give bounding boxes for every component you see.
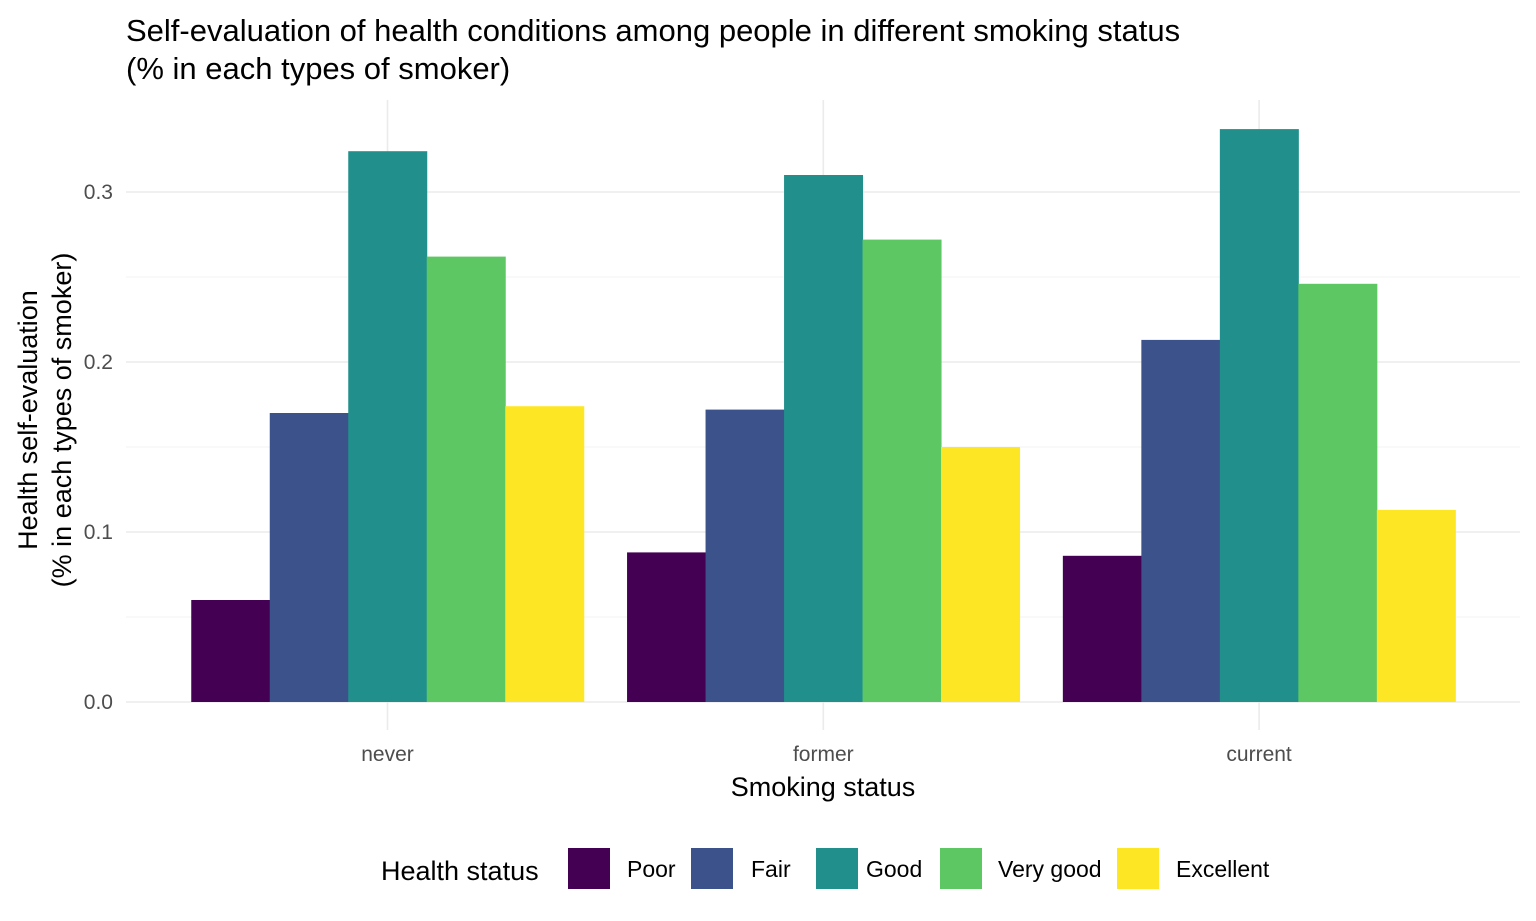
x-tick-label: never bbox=[361, 743, 414, 766]
y-axis-title-line2: (% in each types of smoker) bbox=[47, 253, 77, 588]
legend: Health status Poor Fair Good Very good Excel… bbox=[381, 848, 1270, 889]
y-axis-title-line1: Health self-evaluation bbox=[13, 290, 43, 550]
y-axis-title: Health self-evaluation (% in each types … bbox=[13, 253, 77, 588]
legend-title: Health status bbox=[381, 856, 539, 886]
y-tick-label: 0.0 bbox=[84, 691, 113, 714]
legend-key bbox=[816, 848, 858, 889]
bars bbox=[191, 129, 1456, 703]
legend-key bbox=[940, 848, 982, 889]
legend-label: Very good bbox=[998, 856, 1102, 882]
legend-label: Poor bbox=[627, 856, 676, 882]
x-axis-title: Smoking status bbox=[731, 772, 916, 802]
bar-current-good bbox=[1219, 129, 1299, 703]
bar-current-very-good bbox=[1298, 283, 1378, 702]
y-tick-label: 0.3 bbox=[84, 181, 113, 204]
x-tick-label: current bbox=[1226, 743, 1292, 766]
bar-former-poor bbox=[627, 552, 707, 702]
bar-never-excellent bbox=[505, 406, 585, 702]
bar-current-fair bbox=[1141, 339, 1221, 702]
bar-current-excellent bbox=[1376, 509, 1456, 702]
x-axis-ticks: never former current bbox=[361, 743, 1292, 766]
bar-never-very-good bbox=[426, 256, 506, 702]
bar-never-fair bbox=[269, 413, 349, 702]
legend-label: Good bbox=[866, 856, 922, 882]
chart-title: Self-evaluation of health conditions amo… bbox=[126, 13, 1180, 48]
bar-current-poor bbox=[1062, 555, 1142, 702]
bar-former-good bbox=[784, 175, 864, 702]
legend-label: Excellent bbox=[1176, 856, 1270, 882]
bar-former-excellent bbox=[941, 447, 1021, 702]
y-axis-ticks: 0.0 0.1 0.2 0.3 bbox=[84, 181, 113, 714]
bar-former-very-good bbox=[862, 239, 942, 702]
legend-key bbox=[568, 848, 610, 889]
legend-key bbox=[691, 848, 733, 889]
y-tick-label: 0.1 bbox=[84, 521, 113, 544]
x-tick-label: former bbox=[793, 743, 854, 766]
chart-subtitle: (% in each types of smoker) bbox=[126, 51, 510, 86]
legend-label: Fair bbox=[751, 856, 791, 882]
y-tick-label: 0.2 bbox=[84, 351, 113, 374]
bar-former-fair bbox=[705, 409, 785, 702]
legend-key bbox=[1117, 848, 1159, 889]
bar-never-good bbox=[348, 151, 428, 702]
bar-never-poor bbox=[191, 600, 271, 702]
